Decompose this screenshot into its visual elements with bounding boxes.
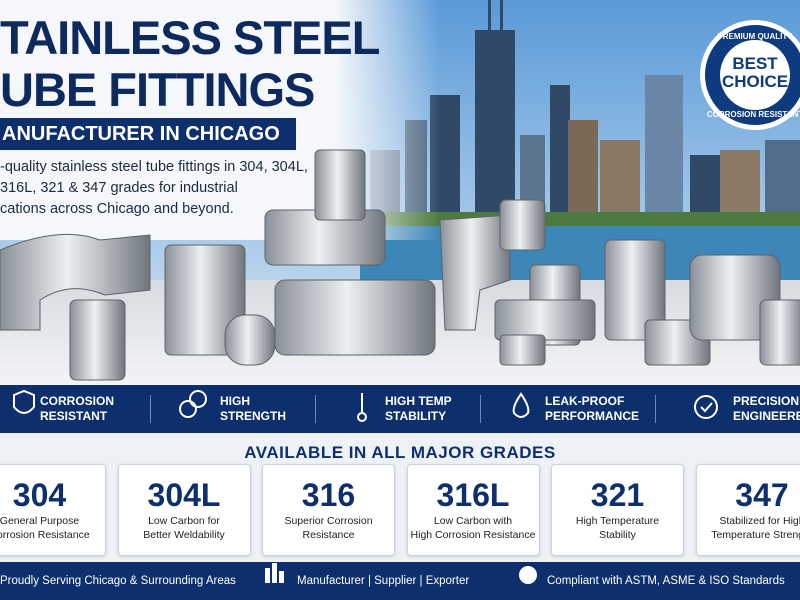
badge-line: BEST <box>732 54 778 73</box>
feature-line: STABILITY <box>385 409 447 423</box>
grade-desc: Temperature Strength <box>711 529 800 541</box>
hero-image <box>0 0 800 385</box>
grade-number: 304L <box>147 477 221 513</box>
footer-text: Compliant with ASTM, ASME & ISO Standard… <box>547 575 785 587</box>
title-line: TAINLESS STEEL <box>0 11 380 64</box>
separator <box>150 395 151 423</box>
feature-line: PRECISION <box>733 394 800 408</box>
badge-bottom: CORROSION RESISTANT <box>706 110 800 119</box>
separator <box>655 395 656 423</box>
subtitle: ANUFACTURER IN CHICAGO <box>0 118 296 150</box>
feature-line: PERFORMANCE <box>545 409 640 423</box>
grade-desc: Stabilized for High <box>719 515 800 527</box>
feature-line: LEAK-PROOF <box>545 394 625 408</box>
feature-line: ENGINEERED <box>733 409 800 423</box>
grade-desc: Corrosion Resistance <box>0 529 90 541</box>
badge-line: CHOICE <box>721 72 789 91</box>
feature-bar <box>0 385 800 433</box>
grade-number: 316 <box>301 477 356 513</box>
footer-text: Proudly Serving Chicago & Surrounding Ar… <box>0 575 236 587</box>
footer-text: Manufacturer | Supplier | Exporter <box>297 575 470 587</box>
badge-main: BEST CHOICE <box>705 55 800 91</box>
feature: PRECISIONENGINEERED <box>733 394 800 424</box>
grade-card: 347 Stabilized for High Temperature Streng… <box>695 464 800 556</box>
grade-desc: Low Carbon with <box>433 515 513 527</box>
feature: HIGH STRENGTH <box>220 394 286 424</box>
grades-title: AVAILABLE IN ALL MAJOR GRADES <box>244 443 556 462</box>
grade-desc: Stability <box>599 529 636 541</box>
title-line: UBE FITTINGS <box>0 63 315 116</box>
grade-desc: Superior Corrosion <box>284 515 373 527</box>
grade-number: 321 <box>590 477 645 513</box>
grade-number: 304 <box>12 477 67 513</box>
grade-desc: Better Weldability <box>143 529 225 541</box>
feature-line: RESISTANT <box>40 409 108 423</box>
icons <box>13 389 718 584</box>
grade-desc: Low Carbon for <box>148 515 220 527</box>
feature: CORROSION RESISTANT <box>40 394 114 424</box>
separator <box>315 395 316 423</box>
footer-bar <box>0 562 800 600</box>
grade-number: 316L <box>436 477 510 513</box>
grade-card: 304 General Purpose Corrosion Resistance <box>0 464 106 556</box>
grade-card: 316 Superior Corrosion Resistance <box>262 464 395 556</box>
description-line: 316L, 321 & 347 grades for industrial <box>0 180 238 196</box>
feature: HIGH TEMP STABILITY <box>385 394 452 424</box>
separator <box>480 395 481 423</box>
feature-line: CORROSION <box>40 394 115 408</box>
grade-desc: High Corrosion Resistance <box>410 529 536 541</box>
feature-line: HIGH TEMP <box>385 394 452 408</box>
feature-line: STRENGTH <box>220 409 286 423</box>
grade-number: 347 <box>735 477 789 513</box>
grade-card: 304L Low Carbon for Better Weldability <box>117 464 251 556</box>
description-line: cations across Chicago and beyond. <box>0 201 234 217</box>
grade-desc: Resistance <box>302 529 355 541</box>
feature-line: HIGH <box>220 394 250 408</box>
badge-top: PREMIUM QUALITY <box>717 32 793 41</box>
grade-card: 321 High Temperature Stability <box>551 464 684 556</box>
grade-desc: General Purpose <box>0 515 80 527</box>
feature: LEAK-PROOF PERFORMANCE <box>545 394 639 424</box>
grade-desc: High Temperature <box>575 515 660 527</box>
description-line: -quality stainless steel tube fittings i… <box>0 159 308 175</box>
grade-card: 316L Low Carbon with High Corrosion Resist… <box>406 464 540 556</box>
